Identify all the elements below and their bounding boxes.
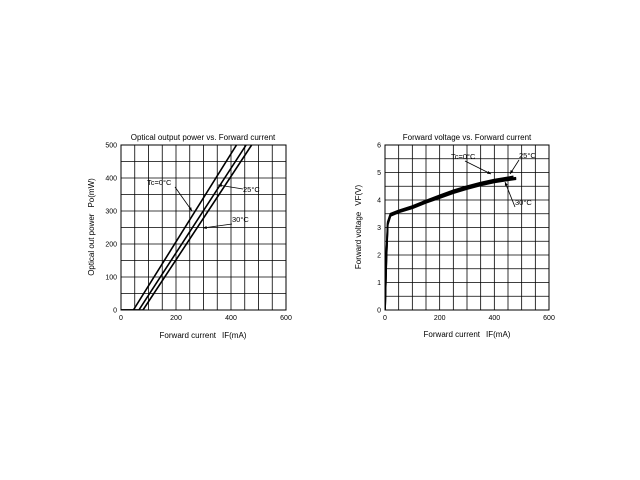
y-tick-label: 100 [105, 275, 117, 282]
chart1-xlabel: Forward current IF(mA) [160, 331, 247, 340]
annotation-arrowhead [504, 182, 508, 186]
y-tick-label: 300 [105, 209, 117, 216]
chart1-title: Optical output power vs. Forward current [131, 133, 276, 142]
x-tick-label: 200 [170, 315, 182, 322]
chart1-grid [121, 145, 286, 310]
chart2-title: Forward voltage vs. Forward current [403, 133, 532, 142]
chart1-annotations: Tc=0°C 25°C 30°C [147, 178, 260, 230]
series-annotation-label: Tc=0°C [451, 152, 476, 161]
annotation-arrowhead [203, 225, 207, 230]
x-tick-label: 0 [383, 315, 387, 322]
chart-optical-output-power: Optical output power vs. Forward current… [87, 133, 292, 340]
y-tick-label: 0 [377, 308, 381, 315]
chart1-ticks: 0 200 400 600 0 100 200 300 400 500 [105, 143, 292, 323]
x-tick-label: 400 [488, 315, 500, 322]
series-line-3 [121, 145, 253, 310]
series-annotation-label: 30°C [515, 198, 532, 207]
annotation-leader-line [217, 184, 244, 190]
series-annotation-label: 25°C [243, 185, 260, 194]
y-tick-label: 2 [377, 253, 381, 260]
chart1-ylabel: Optical out powerPo(mW) [87, 178, 96, 276]
y-tick-label: 500 [105, 143, 117, 150]
chart2-series [385, 175, 517, 310]
y-tick-label: 3 [377, 225, 381, 232]
series-annotation-label: Tc=0°C [147, 178, 172, 187]
annotation-leader-line [464, 160, 492, 175]
series-annotation-label: 30°C [232, 215, 249, 224]
y-tick-label: 0 [113, 308, 117, 315]
y-tick-label: 4 [377, 198, 381, 205]
chart2-grid [385, 145, 549, 310]
y-tick-label: 6 [377, 143, 381, 150]
series-annotation-label: 25°C [519, 151, 536, 160]
chart2-xlabel: Forward current IF(mA) [424, 330, 511, 339]
chart1-series [121, 145, 253, 310]
x-tick-label: 200 [434, 315, 446, 322]
annotation-leader-line [174, 186, 193, 212]
y-tick-label: 400 [105, 176, 117, 183]
annotation-leader-line [504, 181, 516, 208]
annotation-arrowhead [188, 207, 192, 211]
annotation-leader-line [202, 223, 233, 229]
annotation-arrowhead [218, 184, 222, 188]
annotation-arrowhead [487, 170, 491, 174]
series-line-3 [385, 178, 517, 310]
series-line-1 [121, 145, 238, 310]
chart2-plot-frame [384, 144, 550, 311]
x-tick-label: 600 [543, 315, 555, 322]
annotation-arrowhead [510, 170, 514, 174]
y-tick-label: 200 [105, 242, 117, 249]
chart1-plot-frame [120, 144, 287, 311]
chart2-annotations: Tc=0°C 25°C 30°C [451, 151, 536, 208]
series-line-2 [385, 176, 517, 310]
x-tick-label: 400 [225, 315, 237, 322]
series-line-2 [121, 145, 247, 310]
chart2-ylabel: Forward voltageVF(V) [354, 185, 363, 270]
y-tick-label: 5 [377, 170, 381, 177]
x-tick-label: 0 [119, 315, 123, 322]
x-tick-label: 600 [280, 315, 292, 322]
y-tick-label: 1 [377, 280, 381, 287]
chart2-ticks: 0 200 400 600 0 1 2 3 4 5 6 [377, 143, 555, 323]
chart-forward-voltage: Forward voltage vs. Forward current 0 200… [354, 133, 555, 339]
